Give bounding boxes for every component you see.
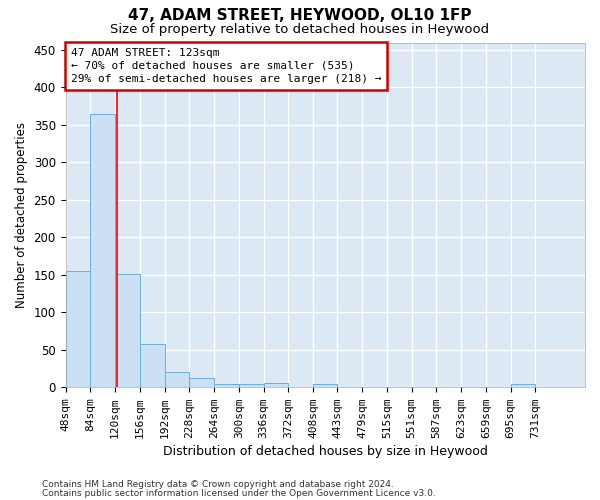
Bar [65, 271, 90, 388]
Bar [263, 383, 289, 388]
Bar [190, 378, 214, 388]
Text: 47, ADAM STREET, HEYWOOD, OL10 1FP: 47, ADAM STREET, HEYWOOD, OL10 1FP [128, 8, 472, 22]
Bar [115, 274, 140, 388]
X-axis label: Distribution of detached houses by size in Heywood: Distribution of detached houses by size … [163, 444, 488, 458]
Y-axis label: Number of detached properties: Number of detached properties [15, 122, 28, 308]
Bar [239, 384, 263, 388]
Bar [90, 114, 115, 388]
Bar [140, 344, 164, 388]
Text: Contains public sector information licensed under the Open Government Licence v3: Contains public sector information licen… [42, 490, 436, 498]
Text: Size of property relative to detached houses in Heywood: Size of property relative to detached ho… [110, 22, 490, 36]
Bar [214, 384, 239, 388]
Bar [511, 384, 535, 388]
Text: Contains HM Land Registry data © Crown copyright and database right 2024.: Contains HM Land Registry data © Crown c… [42, 480, 394, 489]
Bar [313, 384, 337, 388]
Text: 47 ADAM STREET: 123sqm
← 70% of detached houses are smaller (535)
29% of semi-de: 47 ADAM STREET: 123sqm ← 70% of detached… [71, 48, 381, 84]
Bar [164, 372, 190, 388]
